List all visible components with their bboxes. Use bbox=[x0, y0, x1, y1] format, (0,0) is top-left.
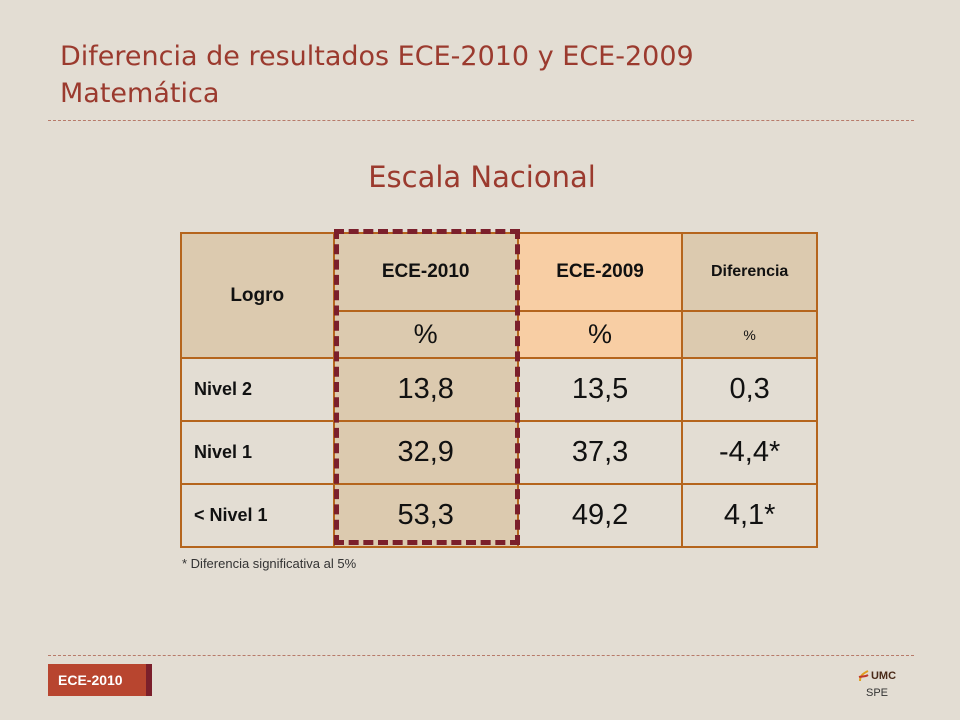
cell-ece-2009: 49,2 bbox=[516, 483, 684, 548]
table-row: < Nivel 1 53,3 49,2 4,1* bbox=[180, 483, 818, 548]
title-line-1: Diferencia de resultados ECE-2010 y ECE-… bbox=[60, 41, 694, 72]
table-unit-row: % % % bbox=[181, 310, 818, 359]
unit-ece-2010: % bbox=[332, 310, 519, 359]
top-divider bbox=[48, 120, 914, 121]
slide-title: Diferencia de resultados ECE-2010 y ECE-… bbox=[60, 38, 694, 112]
header-diferencia: Diferencia bbox=[681, 232, 818, 312]
unit-ece-2009: % bbox=[516, 310, 684, 359]
cell-ece-2010: 13,8 bbox=[332, 357, 519, 422]
unit-diferencia: % bbox=[681, 310, 818, 359]
cell-diferencia: 4,1* bbox=[681, 483, 818, 548]
results-table: Logro ECE-2010 ECE-2009 Diferencia % % %… bbox=[180, 232, 818, 548]
title-line-2: Matemática bbox=[60, 78, 220, 109]
table-row: Nivel 2 13,8 13,5 0,3 bbox=[180, 357, 818, 422]
logo-mark: UMC bbox=[852, 666, 902, 686]
row-label: < Nivel 1 bbox=[180, 483, 335, 548]
header-logro: Logro bbox=[180, 232, 335, 359]
cell-ece-2009: 37,3 bbox=[516, 420, 684, 485]
cell-ece-2010: 53,3 bbox=[332, 483, 519, 548]
cell-ece-2009: 13,5 bbox=[516, 357, 684, 422]
table-header-row: Logro ECE-2010 ECE-2009 Diferencia bbox=[180, 232, 818, 359]
slide-subtitle: Escala Nacional bbox=[368, 160, 596, 194]
cell-diferencia: 0,3 bbox=[681, 357, 818, 422]
cell-diferencia: -4,4* bbox=[681, 420, 818, 485]
umc-logo: UMC SPE bbox=[852, 666, 902, 706]
umc-emblem-icon bbox=[858, 670, 869, 682]
footer-tag: ECE-2010 bbox=[48, 664, 152, 696]
footnote: * Diferencia significativa al 5% bbox=[182, 556, 357, 571]
row-label: Nivel 1 bbox=[180, 420, 335, 485]
bottom-divider bbox=[48, 655, 914, 656]
logo-umc-text: UMC bbox=[870, 670, 897, 682]
logo-spe-text: SPE bbox=[865, 687, 888, 699]
header-ece-2010: ECE-2010 bbox=[332, 232, 519, 312]
cell-ece-2010: 32,9 bbox=[332, 420, 519, 485]
row-label: Nivel 2 bbox=[180, 357, 335, 422]
header-ece-2009: ECE-2009 bbox=[516, 232, 684, 312]
table-row: Nivel 1 32,9 37,3 -4,4* bbox=[180, 420, 818, 485]
